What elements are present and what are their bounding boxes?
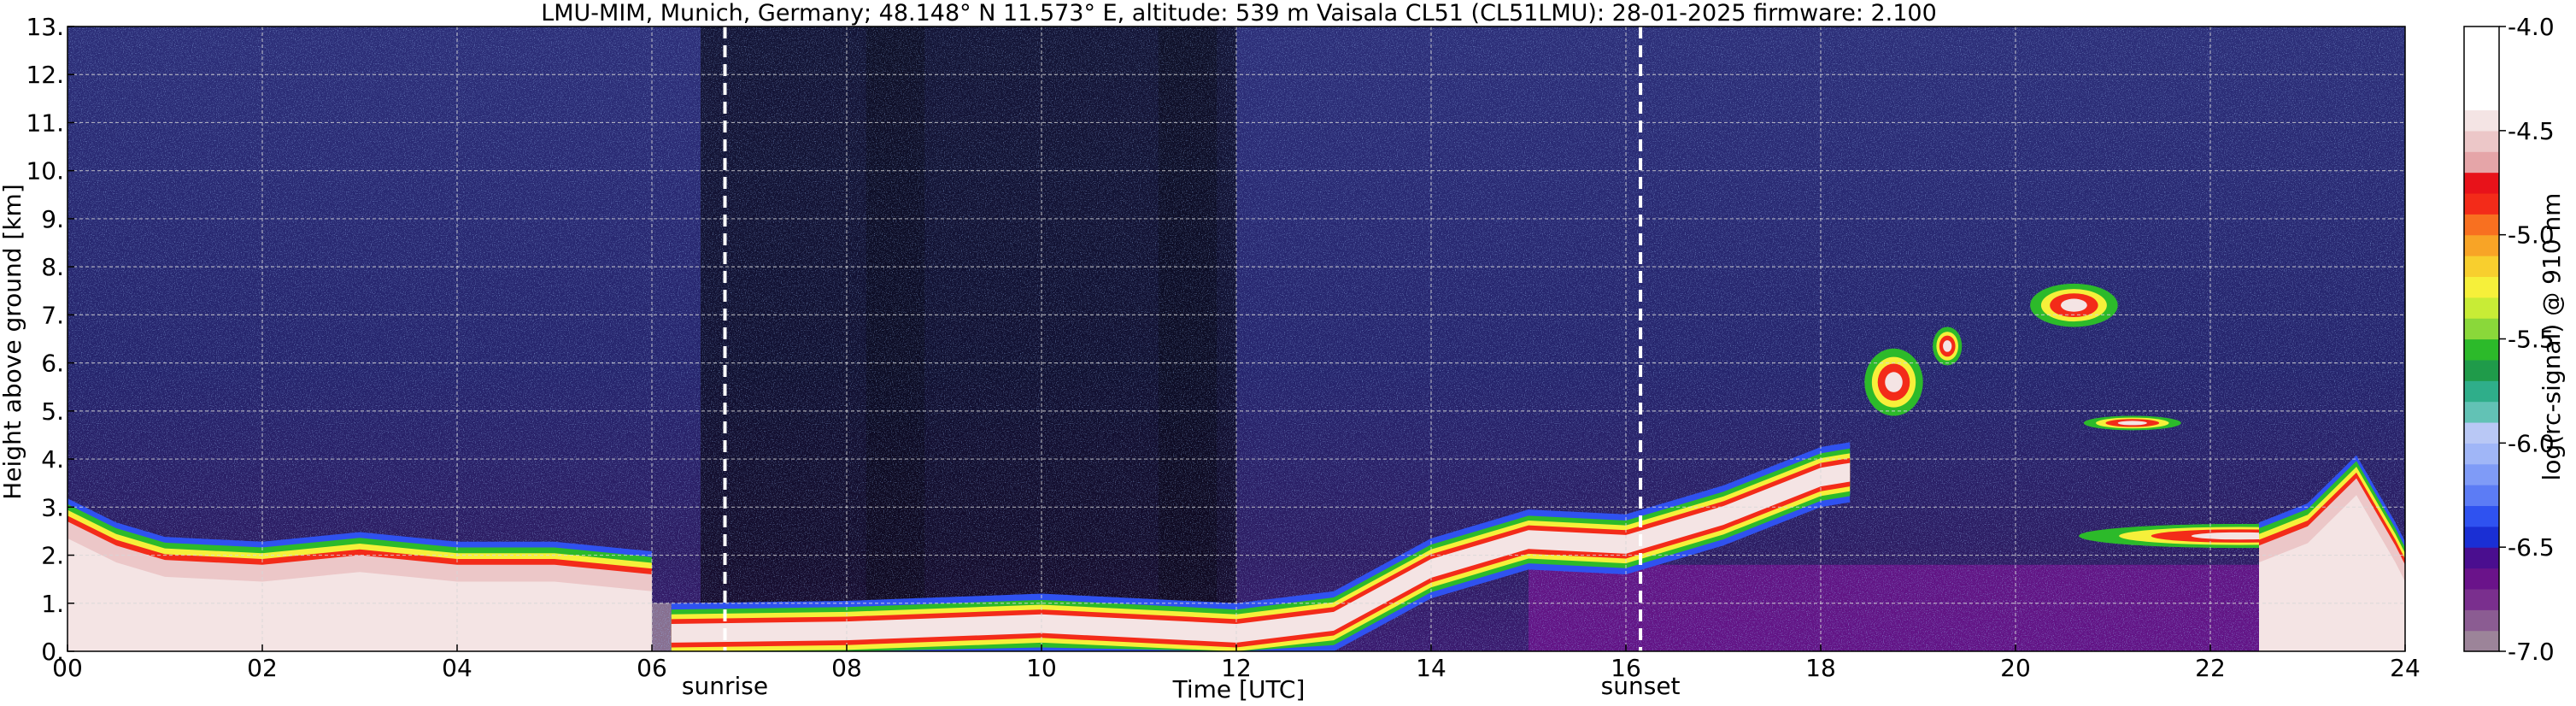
colorbar-segment	[2464, 568, 2499, 590]
boundary-layer-band	[671, 442, 1851, 651]
x-axis: 00 02 04 06 08 10 12 14 16 18 20 22 24	[52, 644, 2421, 682]
x-tick-label: 16	[1611, 654, 1641, 682]
y-axis-label: Height above ground [km]	[0, 184, 26, 500]
dense-layer-core	[2259, 495, 2405, 651]
colorbar-tick-label: -4.0	[2508, 13, 2555, 41]
colorbar-segment	[2464, 47, 2499, 69]
y-tick-label: 9.	[41, 205, 64, 233]
colorbar-segment	[2464, 609, 2499, 632]
x-tick-label: 18	[1805, 654, 1836, 682]
colorbar-segment	[2464, 276, 2499, 298]
sunrise-label: sunrise	[682, 672, 768, 700]
colorbar-segment	[2464, 26, 2499, 48]
colorbar-tick-label: -5.5	[2508, 326, 2555, 354]
x-tick-label: 22	[2195, 654, 2226, 682]
colorbar-segment	[2464, 192, 2499, 215]
y-tick-label: 3.	[41, 493, 64, 521]
colorbar-segment	[2464, 151, 2499, 174]
x-axis-label: Time [UTC]	[1172, 675, 1306, 703]
event-labels: sunrise sunset	[682, 672, 1681, 700]
y-tick-label: 11.	[26, 109, 64, 137]
y-tick-label: 1.	[41, 590, 64, 618]
chart-title: LMU-MIM, Munich, Germany; 48.148° N 11.5…	[541, 0, 1937, 26]
cloud-shape	[2061, 298, 2087, 312]
colorbar-segment	[2464, 297, 2499, 319]
colorbar-tick-label: -5.0	[2508, 221, 2555, 250]
y-tick-label: 4.	[41, 445, 64, 474]
colorbar-segment	[2464, 547, 2499, 569]
y-tick-label: 12.	[26, 61, 64, 89]
colorbar-segment	[2464, 380, 2499, 403]
colorbar-tick-label: -6.0	[2508, 429, 2555, 457]
x-tick-label: 00	[52, 654, 83, 682]
colorbar-segment	[2464, 109, 2499, 132]
x-tick-label: 02	[247, 654, 278, 682]
x-tick-label: 12	[1221, 654, 1252, 682]
colorbar-tick-label: -6.5	[2508, 533, 2555, 562]
colorbar-segment	[2464, 359, 2499, 381]
dense-layer-core	[67, 538, 652, 651]
y-tick-label: 10.	[26, 157, 64, 185]
colorbar-tick-label: -4.5	[2508, 117, 2555, 145]
cloud-shape	[2117, 421, 2147, 426]
colorbar: -4.0 -4.5 -5.0 -5.5 -6.0 -6.5 -7.0	[2463, 13, 2555, 666]
colorbar-segment	[2464, 234, 2499, 256]
colorbar-segment	[2464, 443, 2499, 465]
colorbar-segment	[2464, 630, 2499, 652]
y-tick-label: 8.	[41, 253, 64, 281]
y-tick-label: 13.	[26, 13, 64, 41]
x-tick-label: 10	[1026, 654, 1057, 682]
colorbar-segment	[2464, 214, 2499, 236]
colorbar-segment	[2464, 89, 2499, 111]
colorbar-segment	[2464, 505, 2499, 527]
y-tick-label: 7.	[41, 301, 64, 329]
x-tick-label: 20	[2000, 654, 2031, 682]
backscatter-features	[67, 283, 2405, 651]
y-axis: 0. 1. 2. 3. 4. 5. 6. 7. 8. 9. 10. 11. 12. 13.	[26, 13, 74, 666]
sunset-label: sunset	[1601, 672, 1681, 700]
colorbar-tick-label: -7.0	[2508, 638, 2555, 666]
y-tick-label: 2.	[41, 542, 64, 570]
colorbar-segment	[2464, 526, 2499, 548]
y-tick-label: 6.	[41, 350, 64, 378]
colorbar-segment	[2464, 401, 2499, 423]
colorbar-segment	[2464, 68, 2499, 90]
cloud-shape	[1885, 372, 1903, 392]
colorbar-segment	[2464, 485, 2499, 507]
colorbar-segment	[2464, 463, 2499, 485]
plot-area	[67, 26, 2405, 651]
y-tick-label: 0.	[41, 638, 64, 666]
colorbar-segment	[2464, 421, 2499, 444]
colorbar-segment	[2464, 588, 2499, 610]
colorbar-segment	[2464, 172, 2499, 194]
colorbar-segment	[2464, 318, 2499, 340]
colorbar-segment	[2464, 338, 2499, 361]
colorbar-segment	[2464, 130, 2499, 152]
boundary-layer-band	[671, 462, 1851, 643]
event-lines	[723, 26, 1643, 651]
x-tick-label: 04	[442, 654, 472, 682]
y-tick-label: 5.	[41, 397, 64, 426]
grid-lines	[67, 26, 2405, 651]
x-tick-label: 14	[1416, 654, 1446, 682]
cloud-shape	[1943, 340, 1952, 352]
x-tick-label: 24	[2390, 654, 2421, 682]
colorbar-label: log(rc-signal) @ 910 nm	[2538, 193, 2566, 481]
colorbar-segment	[2464, 256, 2499, 277]
x-tick-label: 06	[637, 654, 667, 682]
x-tick-label: 08	[831, 654, 862, 682]
